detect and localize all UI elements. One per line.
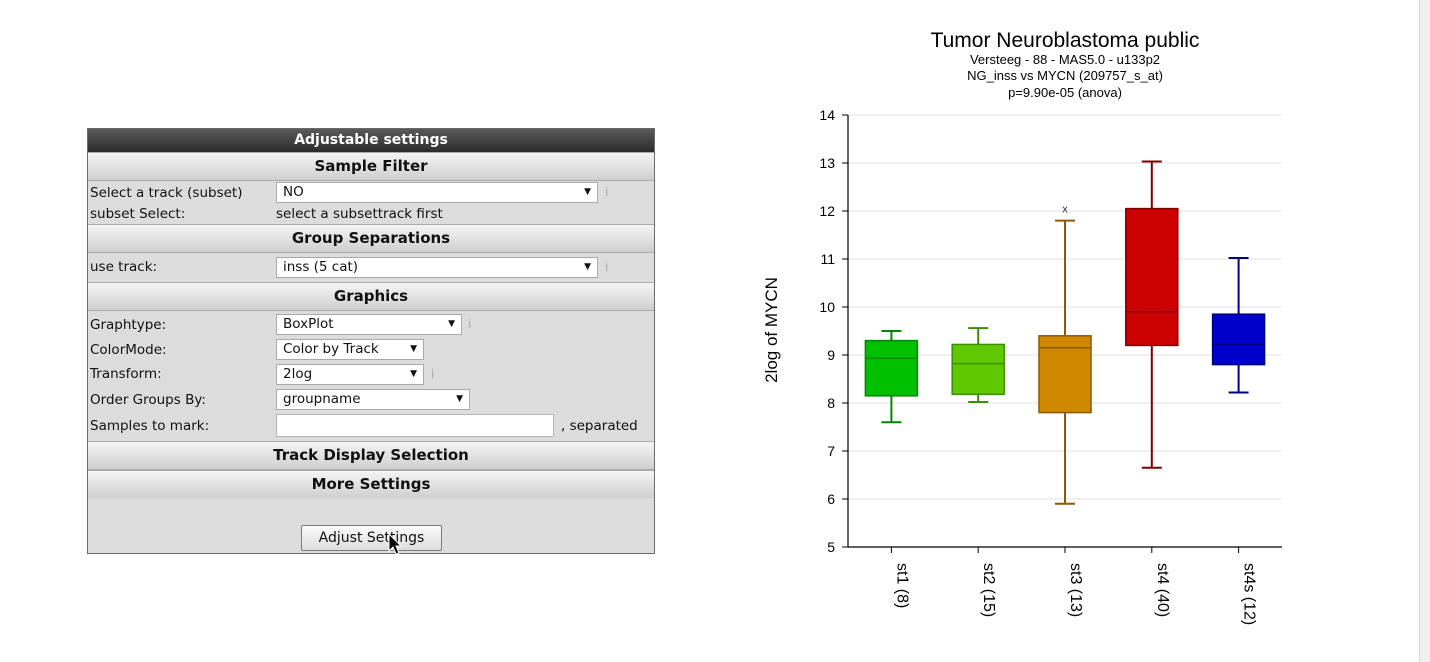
section-track-display[interactable]: Track Display Selection: [88, 441, 654, 470]
plot-area: 5 6 7 8 9 10 11 12 13 14 st1 (8) st2 (15) x st3 (13) s…: [819, 107, 1282, 625]
section-group-separations[interactable]: Group Separations: [88, 224, 654, 253]
y-tick-label: 6: [827, 491, 835, 507]
chart-subtitle-3: p=9.90e-05 (anova): [1008, 85, 1122, 100]
subset-select-label: subset Select:: [90, 206, 186, 222]
order-groups-dropdown[interactable]: groupname ▼: [276, 389, 470, 410]
info-icon[interactable]: i: [605, 260, 609, 274]
samples-to-mark-label: Samples to mark:: [90, 418, 210, 434]
y-axis-label: 2log of MYCN: [762, 277, 781, 383]
box-st3-outlier: x: [1062, 204, 1068, 216]
adjust-settings-button[interactable]: Adjust Settings: [301, 525, 442, 551]
transform-dropdown[interactable]: 2log ▼: [276, 364, 424, 385]
x-tick-label: st4s (12): [1241, 563, 1258, 625]
transform-row: Transform: 2log ▼ i: [88, 362, 654, 387]
x-tick-label: st2 (15): [980, 563, 997, 617]
colormode-dropdown[interactable]: Color by Track ▼: [276, 339, 424, 360]
y-tick-label: 11: [820, 251, 835, 267]
y-tick-label: 10: [819, 299, 835, 315]
chevron-down-icon: ▼: [584, 187, 591, 197]
box-st4s: [1211, 313, 1266, 366]
samples-to-mark-input[interactable]: [276, 414, 554, 437]
chart-title: Tumor Neuroblastoma public: [931, 29, 1200, 52]
x-tick-label: st4 (40): [1154, 563, 1171, 617]
colormode-row: ColorMode: Color by Track ▼: [88, 337, 654, 362]
chart-subtitle-2: NG_inss vs MYCN (209757_s_at): [967, 68, 1163, 83]
graphtype-value: BoxPlot: [283, 316, 334, 332]
box-st4: [1125, 207, 1179, 347]
use-track-label: use track:: [90, 259, 158, 275]
y-tick-label: 13: [819, 155, 835, 171]
adjustable-settings-panel: Adjustable settings Sample Filter Select…: [87, 128, 655, 554]
use-track-row: use track: inss (5 cat) ▼ i: [88, 253, 654, 282]
samples-to-mark-row: Samples to mark: , separated: [88, 414, 654, 441]
boxplot-chart: Tumor Neuroblastoma public Versteeg - 88…: [762, 29, 1282, 625]
x-tick-label: st3 (13): [1067, 563, 1084, 617]
window-scrollbar[interactable]: [1419, 0, 1430, 662]
chevron-down-icon: ▼: [456, 394, 463, 404]
colormode-value: Color by Track: [283, 341, 379, 357]
subset-select-row: subset Select: select a subsettrack firs…: [88, 205, 654, 224]
select-track-value: NO: [283, 184, 304, 200]
y-tick-label: 7: [827, 443, 835, 459]
graphtype-row: Graphtype: BoxPlot ▼ i: [88, 311, 654, 337]
box-st1: [864, 339, 919, 397]
graphtype-dropdown[interactable]: BoxPlot ▼: [276, 314, 462, 335]
order-groups-label: Order Groups By:: [90, 392, 206, 408]
select-track-row: Select a track (subset) NO ▼ i: [88, 181, 654, 205]
y-tick-label: 5: [827, 539, 835, 555]
select-track-label: Select a track (subset): [90, 185, 243, 201]
x-tick-label: st1 (8): [893, 563, 910, 608]
use-track-dropdown[interactable]: inss (5 cat) ▼: [276, 257, 598, 278]
section-graphics[interactable]: Graphics: [88, 282, 654, 311]
colormode-label: ColorMode:: [90, 342, 167, 358]
chevron-down-icon: ▼: [584, 262, 591, 272]
info-icon[interactable]: i: [468, 317, 472, 331]
y-tick-label: 9: [827, 347, 835, 363]
chevron-down-icon: ▼: [410, 369, 417, 379]
mouse-pointer-icon: [388, 533, 403, 555]
section-sample-filter[interactable]: Sample Filter: [88, 152, 654, 181]
section-more-settings[interactable]: More Settings: [88, 470, 654, 498]
graphtype-label: Graphtype:: [90, 317, 167, 333]
box-st2: [951, 343, 1005, 396]
use-track-value: inss (5 cat): [283, 259, 359, 275]
transform-label: Transform:: [90, 366, 162, 382]
info-icon[interactable]: i: [431, 367, 435, 381]
select-track-dropdown[interactable]: NO ▼: [276, 182, 598, 203]
box-st3: [1038, 335, 1092, 414]
chevron-down-icon: ▼: [448, 319, 455, 329]
info-icon[interactable]: i: [605, 185, 609, 199]
y-tick-label: 12: [819, 203, 835, 219]
panel-title: Adjustable settings: [88, 129, 654, 152]
order-groups-value: groupname: [283, 391, 361, 407]
chart-subtitle-1: Versteeg - 88 - MAS5.0 - u133p2: [970, 52, 1160, 67]
subset-select-value: select a subsettrack first: [276, 206, 443, 222]
transform-value: 2log: [283, 366, 313, 382]
y-tick-label: 8: [827, 395, 835, 411]
samples-separator-hint: , separated: [561, 418, 638, 434]
order-groups-row: Order Groups By: groupname ▼: [88, 387, 654, 414]
chevron-down-icon: ▼: [410, 344, 417, 354]
y-tick-label: 14: [819, 107, 835, 123]
